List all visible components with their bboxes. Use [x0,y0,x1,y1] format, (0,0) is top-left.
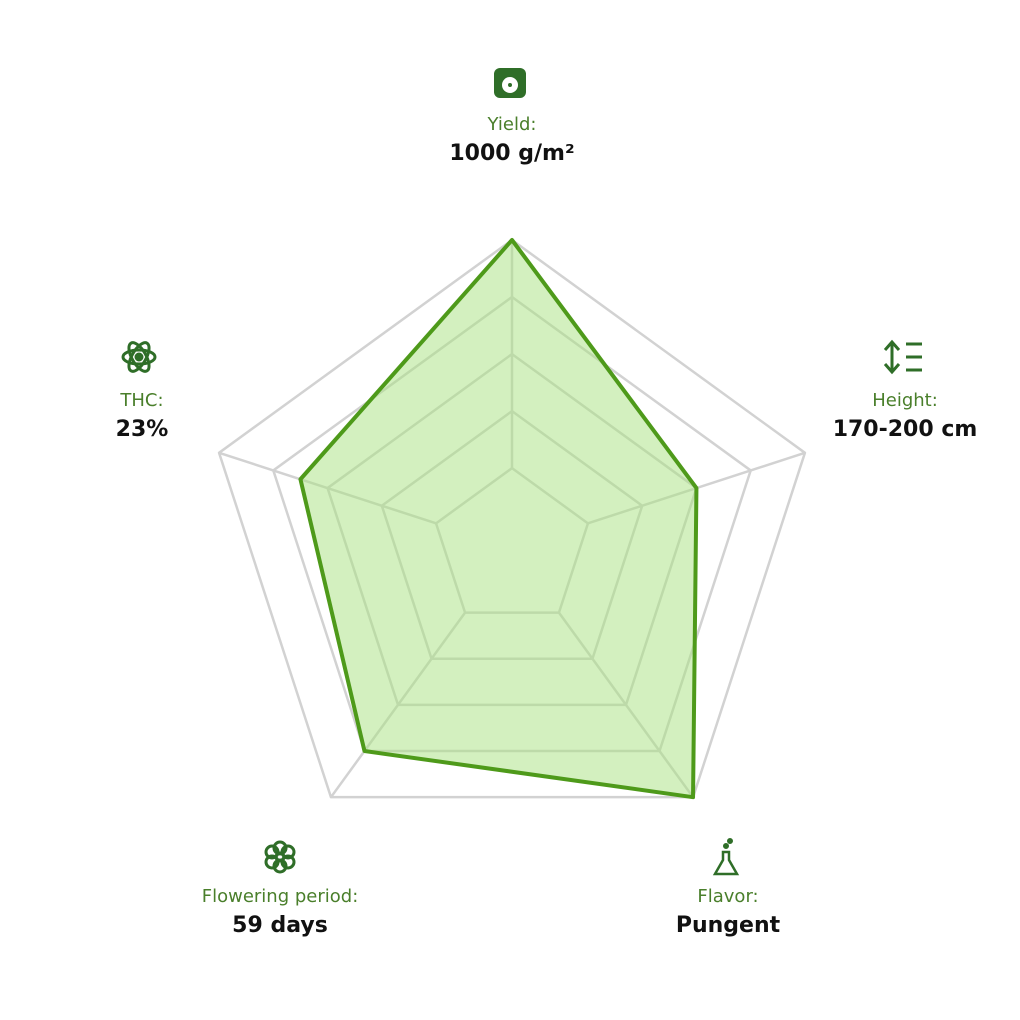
radar-area [298,238,699,800]
axis-value: 1000 g/m² [449,141,574,166]
yield-icon [494,68,526,98]
height-icon [883,339,922,375]
axis-label: Yield: [487,114,537,135]
axis-label: THC: [119,390,163,411]
thc-icon [121,341,157,373]
plot [217,238,807,800]
axis-value: Pungent [676,913,781,938]
grid-ring [217,238,807,799]
axis-value: 170-200 cm [833,417,978,442]
axis-label: Height: [872,390,938,411]
icons [121,68,922,876]
flavor-icon [712,838,740,876]
axis-value: 59 days [232,913,328,938]
flowering-icon [264,840,296,874]
axis-label: Flowering period: [202,886,359,907]
axis-label: Flavor: [697,886,758,907]
axis-value: 23% [116,417,169,442]
